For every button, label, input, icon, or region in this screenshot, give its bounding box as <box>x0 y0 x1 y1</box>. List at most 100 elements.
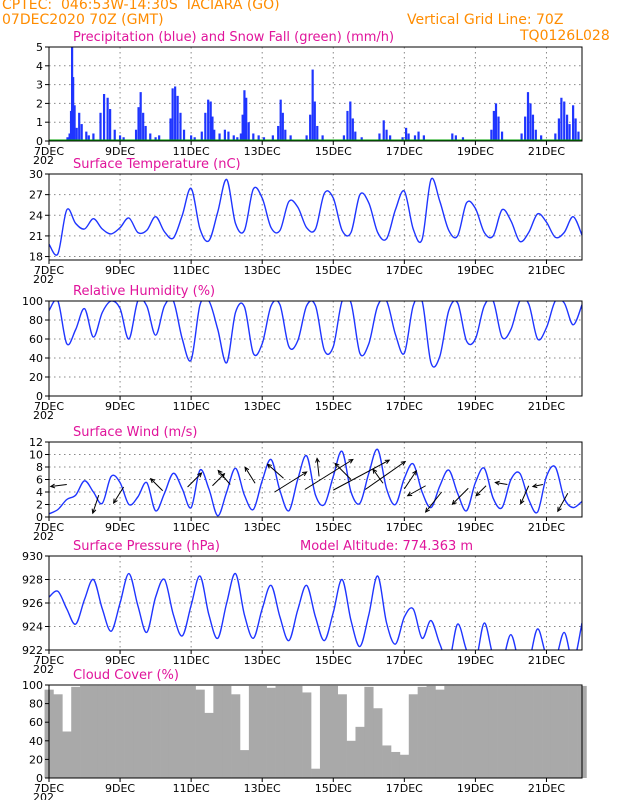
precip-xtick-label: 13DEC <box>244 145 281 158</box>
precip-bar <box>271 135 274 141</box>
precip-bar <box>524 116 527 141</box>
precip-bar <box>497 116 500 141</box>
precip-bar <box>87 135 90 141</box>
humidity-year-stub: 202 <box>33 409 54 422</box>
pressure-ytick-label: 930 <box>22 550 43 563</box>
precip-bar <box>568 124 571 141</box>
precip-bar <box>360 137 363 141</box>
wind-xtick-label: 21DEC <box>528 521 565 534</box>
temperature-ytick-label: 30 <box>29 168 43 181</box>
wind-arrow-head <box>520 499 525 505</box>
temperature-frame <box>48 173 583 261</box>
wind-arrow <box>334 463 352 480</box>
pressure-panel <box>45 555 583 654</box>
humidity-xtick-label: 19DEC <box>457 400 494 413</box>
cloud-bar <box>177 685 187 778</box>
wind-arrow-head <box>475 491 481 497</box>
cloud-bar <box>204 712 214 778</box>
precip-bar <box>494 103 498 141</box>
precip-bar <box>305 135 308 141</box>
cloud-bar <box>115 685 125 778</box>
precip-bar <box>213 129 216 141</box>
cloud-bar <box>506 685 516 778</box>
humidity-xtick-label: 9DEC <box>105 400 135 413</box>
humidity-xtick-label: 21DEC <box>528 400 565 413</box>
humidity-ytick-label: 100 <box>22 295 43 308</box>
precip-bar <box>351 118 354 141</box>
wind-arrow <box>364 461 406 490</box>
precip-bar <box>563 101 566 141</box>
cloud-bar <box>71 686 81 778</box>
wind-arrow <box>267 463 284 479</box>
wind-arrow <box>304 459 354 490</box>
cloud-bar <box>257 685 267 778</box>
wind-arrow-head <box>302 471 308 477</box>
temperature-ytick-label: 18 <box>29 251 43 264</box>
precip-bar <box>232 135 235 141</box>
precip-bar <box>247 122 250 141</box>
wind-arrow-head <box>384 459 391 465</box>
precip-bar <box>239 133 242 141</box>
temperature-xtick-label: 19DEC <box>457 264 494 277</box>
cloud-bar <box>311 768 321 778</box>
wind-arrow-head <box>149 477 156 484</box>
cloud-bar <box>231 694 241 778</box>
precip-bar <box>316 125 319 141</box>
temperature-panel <box>45 173 583 264</box>
pressure-xtick-label: 9DEC <box>105 654 135 667</box>
precip-bar <box>382 120 385 141</box>
pressure-series-line <box>49 572 582 650</box>
precip-bar <box>134 129 138 141</box>
precip-bar <box>182 129 186 141</box>
cloud-bar <box>417 686 427 778</box>
wind-arrow <box>425 491 443 513</box>
precip-xtick-label: 11DEC <box>173 145 210 158</box>
cloud-bar <box>213 685 223 778</box>
precip-bar <box>309 114 312 141</box>
precip-ytick-label: 3 <box>36 79 43 92</box>
wind-ytick-label: 8 <box>36 461 43 474</box>
precip-bar <box>490 129 493 141</box>
wind-ytick-label: 2 <box>36 499 43 512</box>
cloud-ytick-label: 20 <box>29 753 43 766</box>
wind-arrow-head <box>49 483 56 489</box>
precip-bar <box>557 118 561 141</box>
cloud-bar <box>195 689 205 778</box>
precip-bar <box>118 135 122 141</box>
wind-arrow-head <box>451 499 457 506</box>
cloud-bar <box>559 685 569 778</box>
precip-bar <box>281 112 284 141</box>
wind-arrow <box>407 485 426 497</box>
precip-bar <box>560 97 563 141</box>
cloud-bar <box>160 685 170 778</box>
precip-bar <box>122 137 125 141</box>
precip-bar <box>106 97 109 141</box>
cloud-bar <box>275 685 285 778</box>
wind-arrow <box>217 470 231 485</box>
grid-note: Vertical Grid Line: 70Z <box>407 12 564 28</box>
temperature-xtick-label: 15DEC <box>315 264 352 277</box>
precip-bar <box>211 116 214 141</box>
cloud-bar <box>488 685 498 778</box>
cloud-bar <box>542 685 552 778</box>
precip-bar <box>577 131 580 141</box>
pressure-xtick-label: 11DEC <box>173 654 210 667</box>
precip-bar <box>66 137 69 141</box>
precip-bar <box>179 112 182 141</box>
wind-arrow-head <box>557 506 562 513</box>
cloud-ytick-label: 100 <box>22 679 43 692</box>
precip-bar <box>349 101 352 141</box>
precip-ytick-label: 5 <box>36 41 43 54</box>
wind-arrow-head <box>424 507 430 513</box>
precip-bar <box>257 135 260 141</box>
precip-xtick-label: 17DEC <box>386 145 423 158</box>
wind-arrow <box>475 485 487 497</box>
precip-bar <box>520 133 523 141</box>
precip-bar <box>284 129 287 141</box>
wind-xtick-label: 7DEC <box>34 521 64 534</box>
cloud-bar <box>444 685 454 778</box>
precip-bar <box>531 114 535 141</box>
cloud-frame <box>48 684 583 779</box>
precip-xtick-label: 9DEC <box>105 145 135 158</box>
